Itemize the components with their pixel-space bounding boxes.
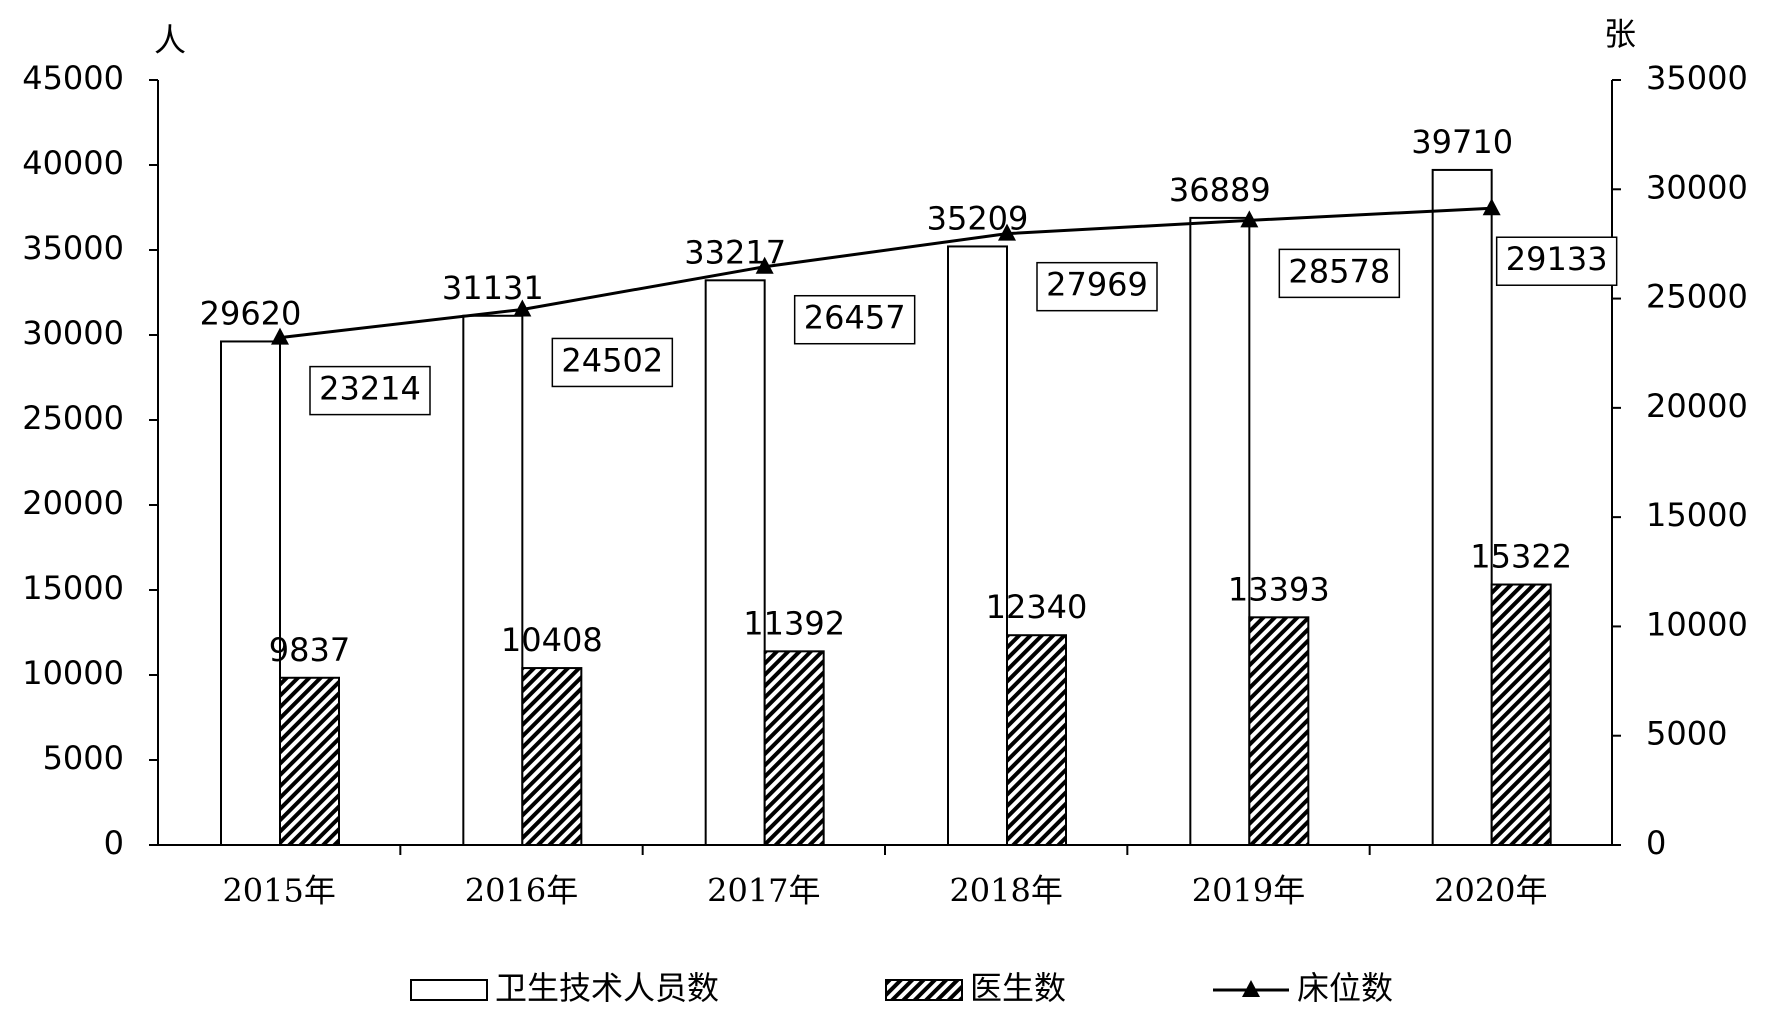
legend-marker [1242,980,1260,997]
y2-tick-label: 30000 [1646,168,1748,206]
line-marker [513,299,532,317]
bar [521,667,583,847]
y-tick-label: 35000 [22,229,124,267]
bar [220,340,281,846]
value-label: 10408 [501,621,603,659]
bar [462,314,524,846]
y-tick-label: 40000 [22,144,124,182]
y2-tick-label: 25000 [1646,278,1748,316]
line-marker [1240,210,1259,228]
y-tick-label: 0 [104,824,124,862]
bar [1431,168,1493,846]
value-label-box [551,337,674,388]
x-tick-label: 2018年 [949,872,1062,910]
value-label-box [1495,236,1618,286]
y-tick-label: 30000 [22,314,124,352]
value-label-box [1036,261,1158,312]
bar [763,650,825,846]
bar [1248,616,1310,846]
y-tick-label: 10000 [22,654,124,692]
y-tick-label: 5000 [43,739,124,777]
value-label-box [1278,248,1401,299]
y2-tick-label: 15000 [1646,496,1748,534]
x-tick-label: 2015年 [222,872,335,910]
line-marker [1482,198,1501,216]
legend-label: 床位数 [1297,969,1393,1007]
y-tick-label: 25000 [22,399,124,437]
value-label: 29133 [1506,240,1608,278]
bar [947,245,1008,846]
bar [1490,583,1552,846]
y2-tick-label: 5000 [1646,715,1727,753]
value-label: 15322 [1470,538,1572,576]
value-label: 9837 [269,631,350,669]
value-label: 13393 [1228,570,1330,608]
legend-label: 卫生技术人员数 [495,969,719,1007]
bar [1189,216,1251,846]
value-label: 31131 [442,269,544,307]
y-tick-label: 20000 [22,484,124,522]
value-label: 27969 [1046,266,1148,304]
x-tick-label: 2016年 [465,872,578,910]
y-unit: 人 [154,21,186,59]
line-marker [271,327,289,345]
value-label-box [309,365,431,416]
y2-tick-label: 10000 [1646,605,1748,643]
value-label-box [793,294,916,345]
value-label: 35209 [927,199,1029,237]
value-label: 26457 [804,299,906,337]
line-marker [755,256,774,274]
line [279,206,1492,340]
bar [1006,634,1067,846]
legend-swatch [885,979,963,1001]
value-label: 23214 [319,370,421,408]
value-label: 28578 [1288,252,1390,290]
bar [279,676,340,846]
value-label: 39710 [1411,123,1513,161]
value-label: 12340 [986,588,1088,626]
y-tick-label: 45000 [22,59,124,97]
x-tick-label: 2020年 [1434,872,1547,910]
bar [704,279,766,847]
value-label: 24502 [561,341,663,379]
y-tick-label: 15000 [22,569,124,607]
y2-tick-label: 20000 [1646,387,1748,425]
legend-label: 医生数 [970,969,1066,1007]
y2-tick-label: 0 [1646,824,1666,862]
value-label: 11392 [743,604,845,642]
value-label: 36889 [1169,171,1271,209]
value-label: 29620 [200,294,302,332]
x-tick-label: 2019年 [1192,872,1305,910]
line-marker [998,223,1016,241]
x-tick-label: 2017年 [707,872,820,910]
y2-tick-label: 35000 [1646,59,1748,97]
y2-unit: 张 [1604,15,1636,53]
legend-swatch [410,979,488,1001]
